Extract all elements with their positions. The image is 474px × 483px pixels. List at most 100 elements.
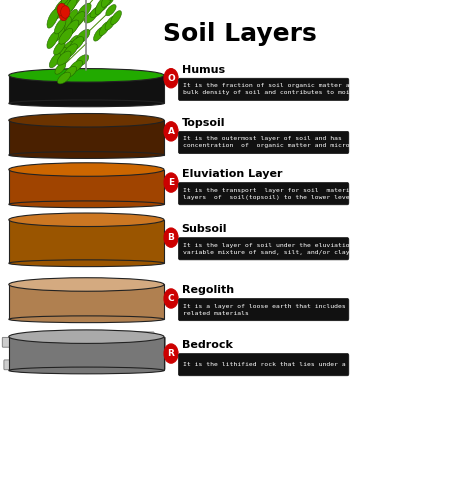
Ellipse shape <box>67 36 79 50</box>
FancyBboxPatch shape <box>64 334 76 340</box>
Ellipse shape <box>100 22 110 36</box>
Ellipse shape <box>95 0 107 14</box>
Ellipse shape <box>9 330 164 343</box>
Text: E: E <box>168 178 174 187</box>
Ellipse shape <box>9 367 164 374</box>
Ellipse shape <box>70 60 82 72</box>
Ellipse shape <box>47 31 59 48</box>
Ellipse shape <box>53 24 65 41</box>
FancyBboxPatch shape <box>82 349 102 358</box>
Ellipse shape <box>70 37 83 51</box>
Ellipse shape <box>9 152 164 158</box>
Ellipse shape <box>65 310 76 320</box>
FancyBboxPatch shape <box>63 337 86 347</box>
Ellipse shape <box>56 282 73 287</box>
Ellipse shape <box>27 280 39 285</box>
Text: C: C <box>168 294 174 303</box>
Polygon shape <box>9 284 164 319</box>
FancyBboxPatch shape <box>128 337 145 347</box>
Ellipse shape <box>71 12 85 28</box>
Ellipse shape <box>104 299 114 307</box>
Ellipse shape <box>143 298 156 303</box>
FancyBboxPatch shape <box>2 337 22 347</box>
Ellipse shape <box>9 69 164 82</box>
Circle shape <box>164 228 178 247</box>
Circle shape <box>57 3 66 16</box>
Text: It is the lithified rock that lies under a loose softer material: It is the lithified rock that lies under… <box>182 362 431 367</box>
Ellipse shape <box>25 289 36 298</box>
Polygon shape <box>9 170 164 204</box>
Ellipse shape <box>116 281 126 286</box>
Ellipse shape <box>101 0 114 7</box>
Ellipse shape <box>38 283 50 287</box>
Text: It is a layer of loose earth that includes dust, soil, broken rock, and other
re: It is a layer of loose earth that includ… <box>182 304 474 315</box>
Text: O: O <box>167 74 175 83</box>
Ellipse shape <box>89 281 107 286</box>
FancyBboxPatch shape <box>87 360 103 370</box>
Ellipse shape <box>106 4 116 16</box>
Ellipse shape <box>65 0 77 3</box>
FancyBboxPatch shape <box>28 334 47 341</box>
Ellipse shape <box>47 9 59 28</box>
FancyBboxPatch shape <box>178 298 349 321</box>
FancyBboxPatch shape <box>23 337 43 347</box>
Text: It is the outermost layer of soil and has  the  highest
concentration  of  organ: It is the outermost layer of soil and ha… <box>182 137 396 148</box>
FancyBboxPatch shape <box>64 360 84 370</box>
Ellipse shape <box>77 3 91 19</box>
Text: B: B <box>168 233 174 242</box>
Ellipse shape <box>27 283 45 287</box>
Ellipse shape <box>65 0 77 13</box>
Ellipse shape <box>9 278 164 291</box>
FancyBboxPatch shape <box>149 337 165 347</box>
Ellipse shape <box>57 51 71 65</box>
FancyBboxPatch shape <box>133 332 154 338</box>
Ellipse shape <box>9 100 164 107</box>
Ellipse shape <box>62 42 73 56</box>
Ellipse shape <box>55 47 67 62</box>
Text: R: R <box>168 349 174 358</box>
Ellipse shape <box>61 0 71 4</box>
Ellipse shape <box>123 280 140 287</box>
FancyBboxPatch shape <box>146 349 162 358</box>
Ellipse shape <box>55 18 66 34</box>
Text: Soil Layers: Soil Layers <box>163 22 317 46</box>
Text: Bedrock: Bedrock <box>182 340 233 350</box>
Ellipse shape <box>111 11 121 25</box>
Circle shape <box>61 6 70 18</box>
Ellipse shape <box>9 213 164 227</box>
FancyBboxPatch shape <box>69 335 91 340</box>
FancyBboxPatch shape <box>101 349 125 358</box>
Ellipse shape <box>22 284 36 286</box>
FancyBboxPatch shape <box>178 131 349 154</box>
FancyBboxPatch shape <box>63 349 81 358</box>
Ellipse shape <box>40 301 57 306</box>
Ellipse shape <box>134 308 147 317</box>
Ellipse shape <box>59 28 73 44</box>
Ellipse shape <box>96 1 108 12</box>
FancyBboxPatch shape <box>53 334 76 341</box>
FancyBboxPatch shape <box>73 331 91 338</box>
Circle shape <box>59 8 68 21</box>
Ellipse shape <box>93 27 104 41</box>
Ellipse shape <box>38 291 50 298</box>
Ellipse shape <box>76 55 89 67</box>
Ellipse shape <box>49 297 63 307</box>
Ellipse shape <box>41 282 54 288</box>
Ellipse shape <box>95 284 105 292</box>
Ellipse shape <box>105 16 116 30</box>
FancyBboxPatch shape <box>178 354 349 376</box>
Ellipse shape <box>98 299 110 304</box>
Text: Regolith: Regolith <box>182 285 234 295</box>
Circle shape <box>164 344 178 363</box>
Ellipse shape <box>90 6 102 17</box>
Text: It is the transport  layer for soil  material  from  the upper
layers  of  soil(: It is the transport layer for soil mater… <box>182 188 423 199</box>
FancyBboxPatch shape <box>125 360 148 370</box>
Ellipse shape <box>66 9 78 27</box>
FancyBboxPatch shape <box>18 334 39 339</box>
FancyBboxPatch shape <box>117 334 137 341</box>
Ellipse shape <box>59 0 71 12</box>
FancyBboxPatch shape <box>178 183 349 205</box>
Polygon shape <box>9 220 164 263</box>
FancyBboxPatch shape <box>104 360 128 370</box>
FancyBboxPatch shape <box>134 337 152 341</box>
